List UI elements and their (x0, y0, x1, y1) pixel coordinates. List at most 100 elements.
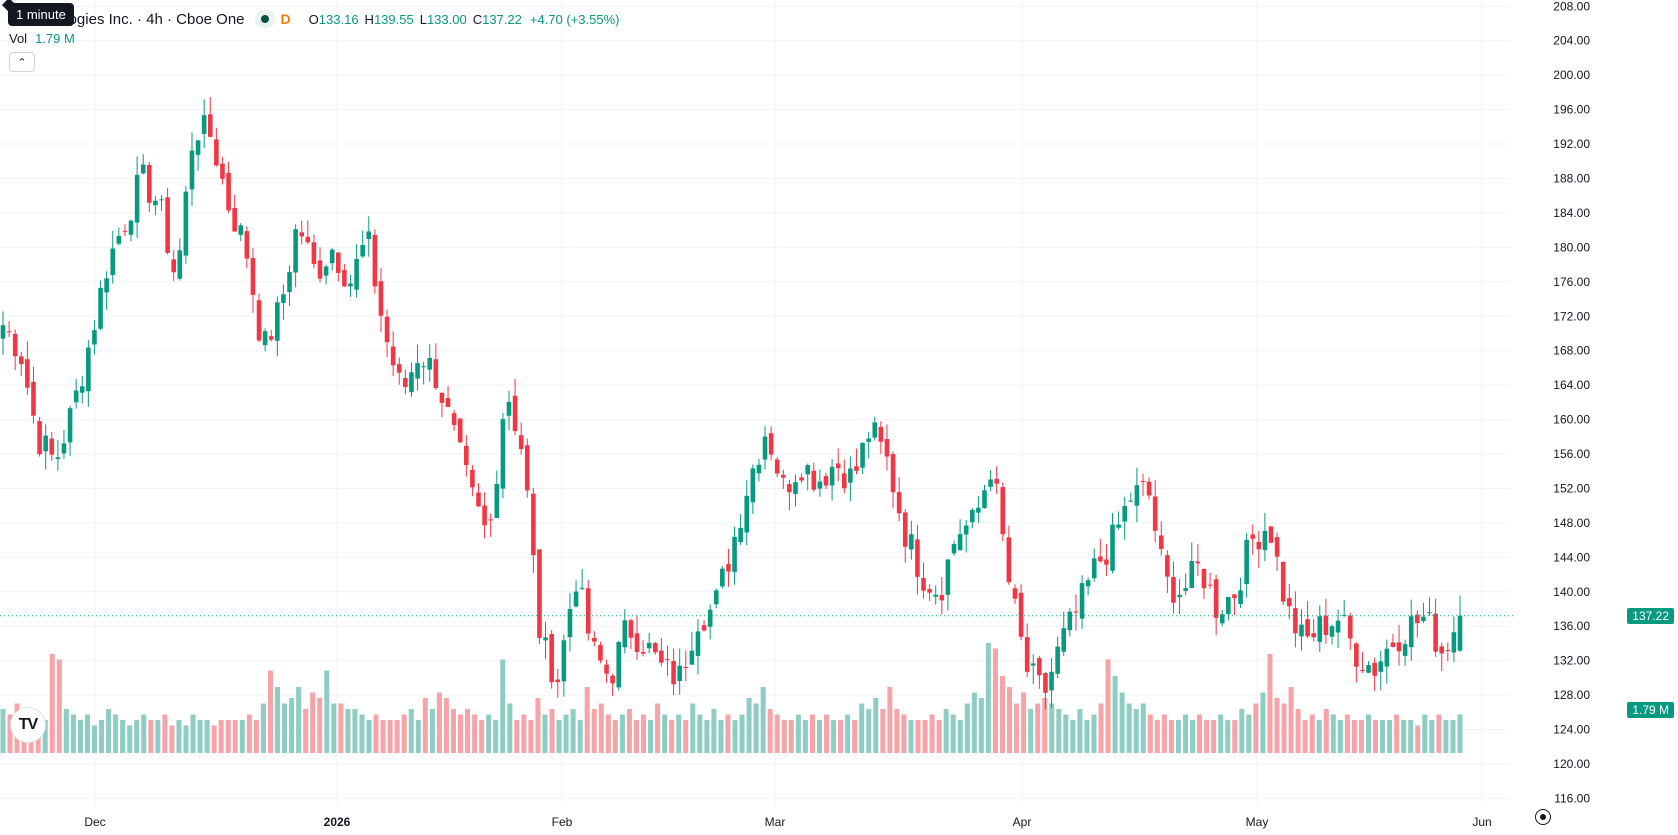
volume-bar (542, 714, 548, 753)
candle-body (220, 163, 225, 179)
candle-body (6, 331, 12, 333)
candle-body (841, 473, 847, 489)
y-tick-label: 164.00 (1553, 378, 1590, 392)
candle-body (1000, 487, 1006, 535)
candle-body (1146, 481, 1152, 496)
candle-body (360, 245, 365, 257)
candle-body (390, 346, 396, 366)
candle-body (1024, 637, 1030, 672)
volume-label[interactable]: Vol (9, 31, 28, 46)
volume-bar (1351, 720, 1357, 753)
volume-bar (1358, 720, 1364, 753)
volume-bar (584, 687, 590, 753)
candle-body (476, 492, 481, 507)
volume-bar (711, 709, 717, 753)
candle-body (768, 433, 774, 455)
volume-bar (253, 720, 259, 753)
y-tick-label: 160.00 (1553, 413, 1590, 427)
candle-body (1445, 650, 1451, 652)
candle-body (378, 281, 384, 316)
volume-bar (317, 698, 323, 753)
candle-body (1061, 628, 1067, 652)
candle-body (1091, 558, 1097, 579)
tradingview-logo[interactable]: TV (11, 708, 45, 742)
volume-bar (1112, 676, 1118, 753)
open-value: 133.16 (318, 11, 359, 27)
volume-bar (781, 720, 787, 753)
candle-body (1457, 615, 1463, 651)
candle-body (671, 661, 676, 685)
volume-bar (267, 670, 273, 753)
last-price-tag: 137.22 (1627, 607, 1674, 624)
candle-body (610, 675, 615, 684)
candle-body (195, 140, 201, 155)
candle-body (799, 477, 804, 481)
candle-body (537, 549, 542, 638)
volume-bar (866, 709, 872, 753)
candle-body (902, 512, 908, 547)
candle-body (811, 470, 817, 490)
volume-bar (1415, 725, 1421, 753)
volume-bar (873, 698, 879, 753)
candle-body (1354, 643, 1359, 667)
volume-bar (1408, 720, 1414, 753)
volume-bar (373, 714, 379, 753)
candle-body (774, 459, 780, 474)
candle-body (104, 278, 109, 293)
volume-bar (831, 720, 837, 753)
close-value: 137.22 (482, 11, 522, 27)
volume-bar (303, 709, 309, 753)
volume-bar (176, 720, 182, 753)
candle-body (1427, 612, 1432, 614)
volume-bar (401, 714, 407, 753)
candle-body (1372, 662, 1377, 676)
volume-bar (92, 725, 98, 753)
volume-bar (633, 720, 639, 753)
volume-bar (1295, 709, 1301, 753)
candle-body (183, 191, 189, 256)
volume-bar (1344, 714, 1350, 753)
candle-body (415, 363, 420, 379)
candle-body (201, 115, 207, 134)
volume-bar (458, 714, 464, 753)
candle-body (1232, 594, 1237, 599)
candle-body (79, 386, 85, 393)
candle-body (640, 652, 646, 654)
volume-bar (472, 714, 478, 753)
candle-body (61, 443, 67, 454)
collapse-legend-button[interactable]: ⌃ (9, 52, 35, 72)
candle-body (1335, 620, 1341, 633)
candle-body (189, 150, 195, 190)
candle-body (342, 269, 347, 287)
volume-bar (648, 720, 654, 753)
candle-body (1451, 632, 1457, 653)
volume-bar (429, 709, 435, 753)
candle-body (1122, 506, 1128, 522)
candle-body (409, 372, 414, 393)
volume-bar (1380, 720, 1386, 753)
volume-bar (1182, 714, 1188, 753)
gear-icon[interactable] (1535, 809, 1551, 825)
candle-body (921, 578, 926, 591)
candle-body (1037, 658, 1042, 676)
volume-bar (1218, 714, 1224, 753)
y-tick-label: 124.00 (1553, 723, 1590, 737)
candle-body (689, 650, 695, 665)
candle-body (1043, 673, 1048, 693)
data-flag[interactable]: D (280, 11, 291, 27)
volume-bar (479, 720, 485, 753)
candle-body (1189, 561, 1195, 589)
volume-bar (985, 643, 991, 753)
candle-body (616, 642, 622, 688)
candle-body (707, 609, 713, 627)
volume-bar (1140, 703, 1146, 753)
market-status-icon[interactable] (254, 10, 275, 28)
candle-body (744, 495, 750, 533)
candle-body (732, 536, 737, 572)
candle-body (1421, 616, 1426, 621)
candle-body (177, 250, 183, 279)
volume-bar (1401, 720, 1407, 753)
